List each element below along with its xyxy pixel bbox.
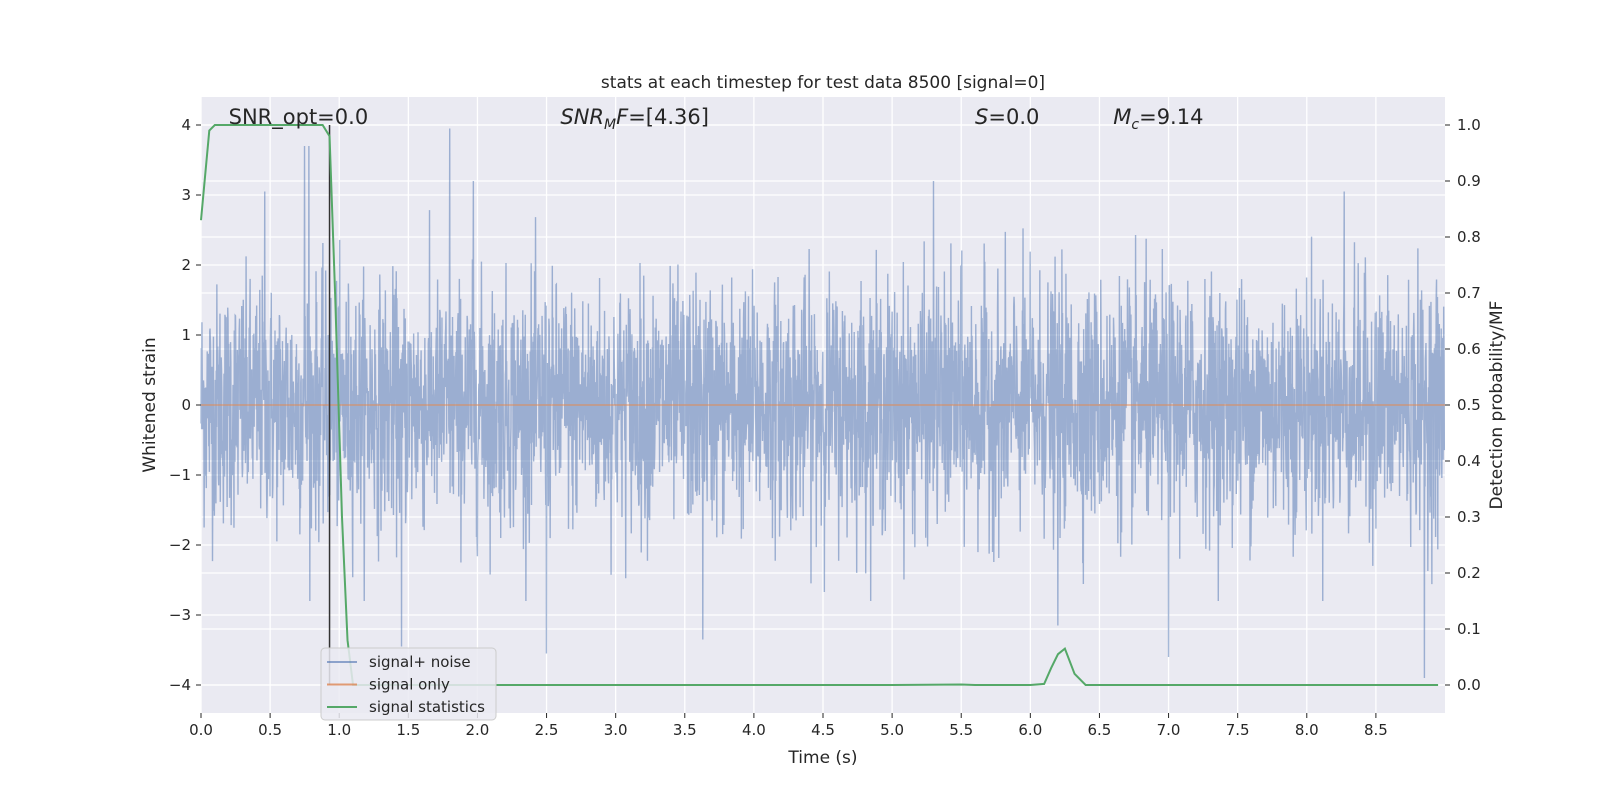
legend-box — [320, 647, 497, 721]
annotation-part: =9.14 — [1139, 105, 1203, 129]
x-tick-label: 1.5 — [396, 721, 420, 739]
chart-title: stats at each timestep for test data 850… — [601, 73, 1045, 93]
x-tick-label: 5.0 — [880, 721, 904, 739]
x-tick-label: 6.0 — [1018, 721, 1042, 739]
annotation-part: SNR_opt=0.0 — [229, 105, 369, 130]
y-tick-label-left: 1 — [181, 326, 191, 344]
y-tick-label-left: 2 — [181, 256, 191, 274]
x-tick-label: 4.0 — [742, 721, 766, 739]
y-tick-label-right: 0.5 — [1457, 396, 1481, 414]
x-tick-label: 3.5 — [673, 721, 697, 739]
annotation-part: S — [975, 105, 988, 129]
y-tick-label-left: −3 — [169, 606, 191, 624]
annotation-3: Mc=9.14 — [1113, 105, 1203, 133]
x-tick-label: 7.0 — [1157, 721, 1181, 739]
series-signal-noise — [200, 128, 1446, 679]
x-tick-label: 0.5 — [258, 721, 282, 739]
y-tick-label-right: 0.1 — [1457, 620, 1481, 638]
y-tick-label-left: 3 — [181, 186, 191, 204]
y-axis-label-left: Whitened strain — [140, 337, 160, 472]
legend-label-signal-noise: signal+ noise — [369, 653, 471, 671]
y-tick-label-left: 0 — [181, 396, 191, 414]
x-tick-label: 2.5 — [535, 721, 559, 739]
x-tick-label: 4.5 — [811, 721, 835, 739]
annotation-part: M — [604, 117, 616, 133]
x-tick-label: 1.0 — [327, 721, 351, 739]
y-tick-label-right: 0.0 — [1457, 676, 1481, 694]
x-tick-label: 7.5 — [1226, 721, 1250, 739]
legend: signal+ noise signal only signal statist… — [320, 647, 497, 721]
y-tick-label-left: −4 — [169, 676, 191, 694]
y-tick-label-right: 0.6 — [1457, 340, 1481, 358]
x-tick-label: 8.0 — [1295, 721, 1319, 739]
x-tick-label: 3.0 — [604, 721, 628, 739]
series-line-signal-noise — [200, 128, 1446, 679]
annotation-part: SNR — [560, 105, 604, 129]
x-tick-label: 8.5 — [1364, 721, 1388, 739]
y-tick-label-left: −2 — [169, 536, 191, 554]
y-tick-label-right: 0.9 — [1457, 172, 1481, 190]
y-tick-label-right: 0.3 — [1457, 508, 1481, 526]
x-tick-label: 5.5 — [949, 721, 973, 739]
annotation-2: S=0.0 — [975, 105, 1039, 129]
axes: 0.0 0.5 1.0 1.5 2.0 2.5 3.0 3.5 4.0 4.5 5.0 5.5 6.0 6… — [169, 116, 1481, 739]
y-tick-label-right: 1.0 — [1457, 116, 1481, 134]
x-tick-label: 6.5 — [1088, 721, 1112, 739]
annotation-part: F — [616, 105, 629, 129]
y-tick-label-right: 0.2 — [1457, 564, 1481, 582]
x-axis-label: Time (s) — [787, 748, 857, 768]
annotation-part: =0.0 — [988, 105, 1039, 129]
y-tick-label-left: −1 — [169, 466, 191, 484]
annotation-1: SNRMF=[4.36] — [560, 105, 709, 133]
x-tick-label: 2.0 — [466, 721, 490, 739]
y-tick-label-right: 0.8 — [1457, 228, 1481, 246]
y-tick-label-right: 0.4 — [1457, 452, 1481, 470]
annotation-part: M — [1113, 105, 1131, 129]
series-line-signal-statistics — [200, 124, 1439, 686]
x-tick-label: 0.0 — [189, 721, 213, 739]
annotations: SNR_opt=0.0 SNRMF=[4.36] S=0.0 Mc=9.14 — [229, 105, 1204, 133]
series-signal-statistics — [200, 124, 1439, 686]
legend-label-signal-only: signal only — [369, 676, 450, 694]
annotation-part: c — [1131, 117, 1139, 133]
annotation-0: SNR_opt=0.0 — [229, 105, 369, 130]
legend-label-signal-statistics: signal statistics — [369, 698, 485, 716]
y-tick-label-right: 0.7 — [1457, 284, 1481, 302]
y-axis-label-right: Detection probability/MF — [1487, 301, 1507, 510]
y-tick-label-left: 4 — [181, 116, 191, 134]
annotation-part: =[4.36] — [628, 105, 709, 129]
